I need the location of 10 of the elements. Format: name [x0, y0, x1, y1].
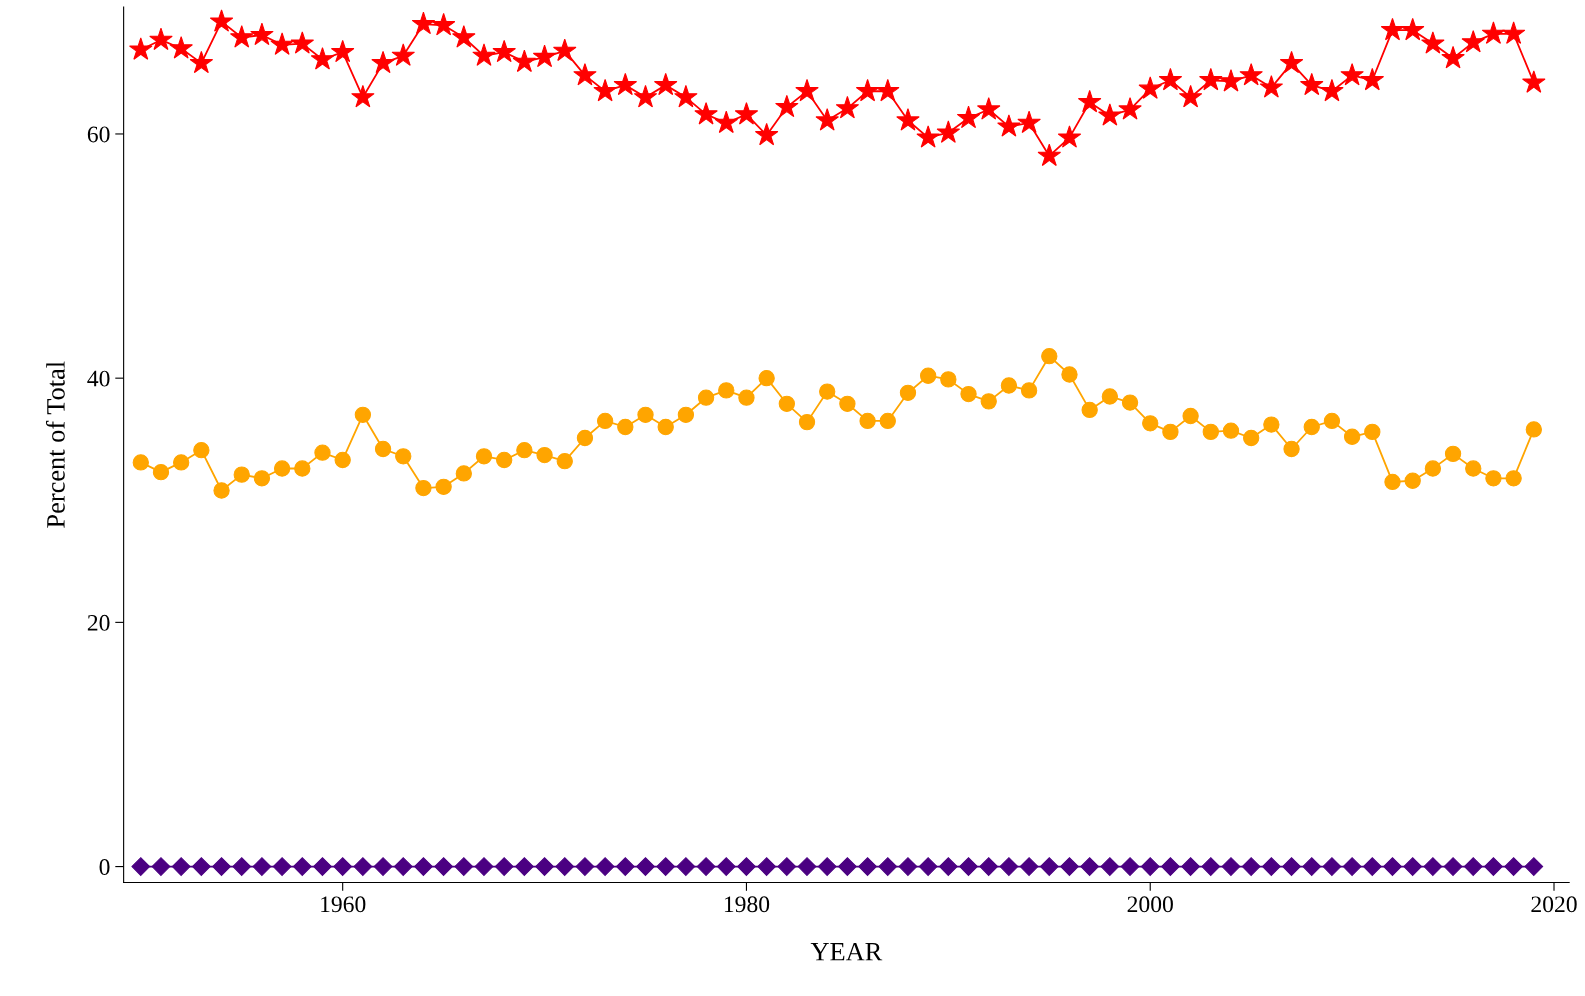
x-tick-label: 2000 — [1127, 896, 1173, 913]
x-tick-label: 2020 — [1531, 896, 1577, 913]
x-axis-title: YEAR — [810, 942, 883, 961]
x-tick-label: 1960 — [321, 896, 366, 913]
y-tick-label: 40 — [87, 370, 110, 387]
y-axis-title: Percent of Total — [45, 361, 65, 528]
y-tick-label: 60 — [87, 126, 110, 143]
y-tick-label: 0 — [99, 859, 110, 876]
x-tick-label: 1980 — [724, 896, 770, 913]
y-tick-label: 20 — [87, 614, 110, 631]
